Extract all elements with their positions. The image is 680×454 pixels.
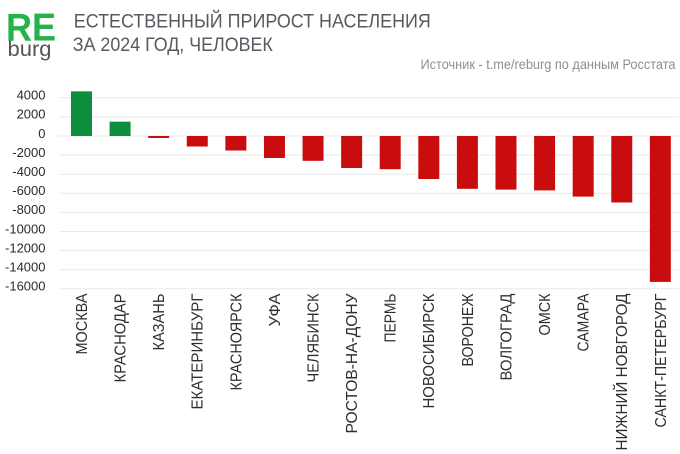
svg-text:КРАСНОЯРСК: КРАСНОЯРСК <box>228 294 245 391</box>
svg-text:-4000: -4000 <box>12 164 45 179</box>
svg-text:ЧЕЛЯБИНСК: ЧЕЛЯБИНСК <box>305 294 322 383</box>
svg-text:НИЖНИЙ НОВГОРОД: НИЖНИЙ НОВГОРОД <box>613 293 631 450</box>
svg-text:4000: 4000 <box>17 88 46 103</box>
svg-text:ЕСТЕСТВЕННЫЙ ПРИРОСТ НАСЕЛЕНИЯ: ЕСТЕСТВЕННЫЙ ПРИРОСТ НАСЕЛЕНИЯ <box>74 11 431 33</box>
svg-text:ВОЛГОГРАД: ВОЛГОГРАД <box>498 293 515 380</box>
svg-text:КАЗАНЬ: КАЗАНЬ <box>151 294 168 351</box>
svg-text:МОСКВА: МОСКВА <box>74 293 91 355</box>
svg-text:САНКТ-ПЕТЕРБУРГ: САНКТ-ПЕТЕРБУРГ <box>653 293 670 428</box>
svg-text:ПЕРМЬ: ПЕРМЬ <box>383 294 400 343</box>
svg-text:-16000: -16000 <box>5 279 45 294</box>
svg-text:0: 0 <box>38 126 45 141</box>
svg-text:САМАРА: САМАРА <box>576 293 593 352</box>
svg-text:-10000: -10000 <box>5 221 45 236</box>
svg-text:-2000: -2000 <box>12 145 45 160</box>
svg-text:ЗА 2024 ГОД, ЧЕЛОВЕК: ЗА 2024 ГОД, ЧЕЛОВЕК <box>73 35 273 56</box>
svg-text:ОМСК: ОМСК <box>537 294 554 336</box>
svg-text:-6000: -6000 <box>12 183 45 198</box>
svg-text:КРАСНОДАР: КРАСНОДАР <box>113 294 130 383</box>
svg-text:РОСТОВ-НА-ДОНУ: РОСТОВ-НА-ДОНУ <box>344 293 361 433</box>
svg-text:burg: burg <box>8 38 52 61</box>
svg-text:НОВОСИБИРСК: НОВОСИБИРСК <box>421 294 438 409</box>
svg-text:-8000: -8000 <box>12 202 45 217</box>
svg-text:RE: RE <box>6 7 56 50</box>
svg-text:2000: 2000 <box>17 107 46 122</box>
svg-text:-14000: -14000 <box>5 260 45 275</box>
svg-text:УФА: УФА <box>267 293 284 327</box>
svg-text:Источник - t.me/reburg по данн: Источник - t.me/reburg по данным Росстат… <box>421 57 676 72</box>
svg-text:-12000: -12000 <box>5 240 45 255</box>
svg-text:ВОРОНЕЖ: ВОРОНЕЖ <box>460 293 477 367</box>
svg-text:ЕКАТЕРИНБУРГ: ЕКАТЕРИНБУРГ <box>190 293 207 410</box>
